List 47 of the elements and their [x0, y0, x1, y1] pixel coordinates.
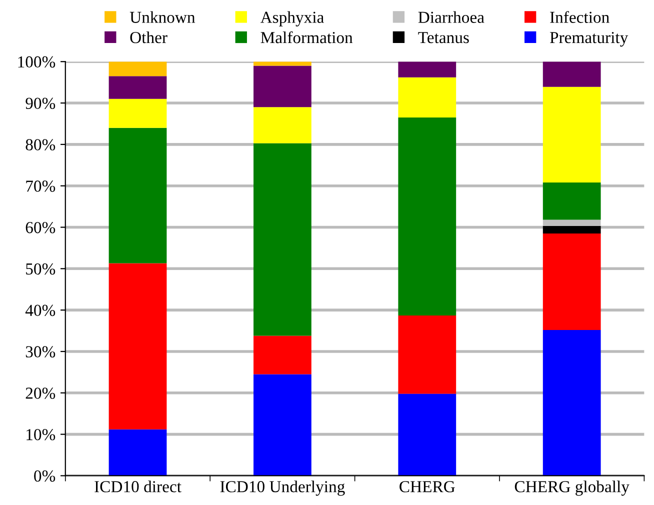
legend-label: Tetanus	[418, 32, 469, 44]
bar	[398, 62, 456, 78]
y-tick-label: 90%	[26, 98, 56, 110]
bar	[542, 226, 601, 234]
y-tick-label: 50%	[26, 263, 56, 275]
y-tick-label: 40%	[25, 304, 56, 316]
bar	[254, 336, 312, 374]
bar	[542, 86, 601, 183]
legend-label: Asphyxia	[260, 11, 324, 26]
x-tick-label: CHERG globally	[514, 480, 630, 496]
y-tick-label: 60%	[26, 222, 56, 234]
bar	[398, 394, 456, 476]
bar	[254, 143, 312, 336]
bar	[254, 107, 312, 144]
x-tick-label: ICD10 direct	[94, 480, 182, 492]
bar	[108, 76, 167, 99]
bar	[542, 62, 601, 87]
bar	[254, 374, 312, 476]
x-tick-label: ICD10 Underlying	[220, 480, 345, 496]
legend-label: Prematurity	[550, 32, 628, 47]
y-tick-label: 100%	[18, 56, 56, 68]
bar	[108, 429, 167, 476]
bar	[108, 98, 167, 128]
y-tick-label: 80%	[26, 139, 56, 150]
bar	[398, 118, 456, 316]
bar	[542, 220, 601, 226]
bar	[108, 263, 167, 430]
legend-label: Unknown	[130, 11, 196, 23]
y-tick-label: 20%	[26, 388, 56, 399]
bar	[542, 330, 601, 476]
bar	[254, 62, 312, 66]
y-tick-label: 30%	[26, 346, 56, 358]
bar	[542, 182, 601, 220]
bar	[398, 315, 456, 394]
bar	[398, 77, 456, 118]
legend-label: Malformation	[260, 31, 353, 44]
y-tick-label: 70%	[26, 180, 56, 192]
bar	[254, 66, 312, 108]
bar	[108, 62, 167, 76]
bar	[108, 128, 167, 264]
y-tick-label: 10%	[26, 429, 56, 440]
bar	[542, 233, 601, 330]
legend-label: Infection	[550, 11, 610, 23]
legend-label: Diarrhoea	[418, 11, 484, 23]
legend-label: Other	[130, 31, 168, 44]
x-tick-label: CHERG	[400, 481, 455, 492]
y-tick-label: 0%	[34, 470, 56, 482]
